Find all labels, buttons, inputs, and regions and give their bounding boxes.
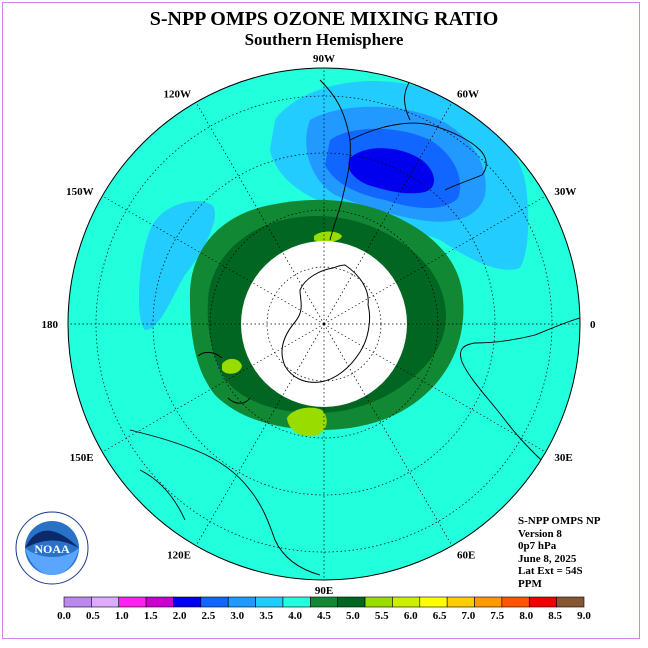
longitude-label: 30W: [554, 186, 576, 198]
meridian-line: [323, 102, 453, 325]
meridian-line: [102, 323, 325, 453]
color-bar-tick-label: 9.0: [577, 610, 591, 622]
longitude-label: 60W: [457, 89, 479, 101]
map-boundary: [67, 67, 581, 581]
info-units: PPM: [518, 577, 542, 590]
color-bar: 0.0 0.5 1.0 1.5 2.0 2.5 3.0 3.5 4.0 4.5 5.0 5.5 6.0 6…: [57, 596, 591, 622]
meridian-lines: [68, 68, 580, 580]
info-version: Version 8: [518, 527, 562, 540]
coastline-antarctica: [281, 264, 371, 383]
meridian-line: [195, 102, 325, 325]
ozone-contour-5-0-west: [222, 358, 242, 374]
longitude-label: 30E: [554, 452, 572, 464]
color-bar-swatch: [91, 596, 120, 608]
longitude-label: 120E: [167, 549, 191, 561]
color-bar-swatch: [255, 596, 284, 608]
color-bar-tick-label: 7.5: [490, 610, 504, 622]
color-bar-tick-label: 4.0: [288, 610, 302, 622]
info-date: June 8, 2025: [518, 552, 577, 565]
color-bar-tick-label: 7.0: [462, 610, 476, 622]
color-bar-swatch: [364, 596, 393, 608]
meridian-line: [323, 195, 546, 325]
longitude-label: 90E: [315, 585, 333, 597]
color-bar-tick-label: 0.5: [86, 610, 100, 622]
map-title: S-NPP OMPS OZONE MIXING RATIO: [149, 8, 499, 30]
color-bar-tick-label: 3.5: [259, 610, 273, 622]
longitude-label: 60E: [457, 549, 475, 561]
color-bar-tick-label: 8.0: [519, 610, 533, 622]
longitude-label: 120W: [164, 89, 192, 101]
longitude-labels: 90W 60W 30W 0 30E 60E 90E 120E 150E 180 150W 120W: [42, 53, 597, 597]
color-bar-swatch: [419, 596, 448, 608]
noaa-logo: NOAA: [15, 511, 89, 585]
color-bar-swatch: [446, 596, 475, 608]
info-instrument: S-NPP OMPS NP: [518, 515, 601, 527]
color-bar-tick-label: 1.0: [115, 610, 129, 622]
meridian-line: [195, 323, 325, 546]
coastline-new-zealand: [197, 351, 251, 404]
longitude-label: 150W: [66, 186, 94, 198]
ozone-contour-5-0-north: [314, 231, 342, 243]
color-bar-tick-label: 2.0: [173, 610, 187, 622]
color-bar-swatch: [392, 596, 421, 608]
color-bar-swatch: [227, 596, 256, 608]
color-bar-tick-label: 6.0: [404, 610, 418, 622]
pole-point: [322, 322, 326, 326]
longitude-label: 0: [590, 319, 596, 331]
longitude-label: 180: [42, 319, 59, 331]
meridian-line: [323, 323, 453, 546]
color-bar-swatch: [528, 596, 557, 608]
color-bar-tick-label: 4.5: [317, 610, 331, 622]
color-bar-swatch: [173, 596, 202, 608]
info-lat-extent: Lat Ext = 54S: [518, 565, 583, 578]
color-bar-tick-label: 5.0: [346, 610, 360, 622]
color-bar-swatch: [63, 596, 92, 608]
color-bar-swatch: [310, 596, 338, 608]
color-bar-tick-label: 3.0: [230, 610, 244, 622]
ozone-contour-1-5: [348, 148, 435, 194]
color-bar-tick-label: 0.0: [57, 610, 71, 622]
color-bar-tick-label: 1.5: [144, 610, 158, 622]
ozone-contour-5-0-south: [287, 407, 327, 437]
color-bar-swatch: [337, 596, 366, 608]
info-pressure: 0p7 hPa: [518, 540, 557, 553]
map-subtitle: Southern Hemisphere: [244, 30, 404, 49]
coastline-africa: [460, 317, 580, 473]
color-bar-swatch: [145, 596, 174, 608]
color-bar-swatch: [200, 596, 229, 608]
info-box: S-NPP OMPS NP Version 8 0p7 hPa June 8, …: [518, 515, 601, 591]
longitude-label: 150E: [70, 452, 94, 464]
ozone-contour-3-0-west: [138, 201, 215, 330]
color-bar-tick-label: 2.5: [202, 610, 216, 622]
color-bar-swatch: [282, 596, 311, 608]
color-bar-swatch: [501, 596, 530, 608]
color-bar-tick-label: 8.5: [548, 610, 562, 622]
longitude-label: 90W: [313, 53, 335, 65]
noaa-logo-text: NOAA: [34, 542, 70, 556]
color-bar-swatch: [556, 596, 585, 608]
meridian-line: [102, 195, 325, 325]
coastline-australia: [129, 429, 321, 576]
color-bar-tick-label: 6.5: [433, 610, 447, 622]
color-bar-swatch: [474, 596, 503, 608]
color-bar-swatch: [118, 596, 147, 608]
meridian-line: [323, 323, 546, 453]
figure-frame: [2, 2, 640, 639]
color-bar-tick-label: 5.5: [375, 610, 389, 622]
